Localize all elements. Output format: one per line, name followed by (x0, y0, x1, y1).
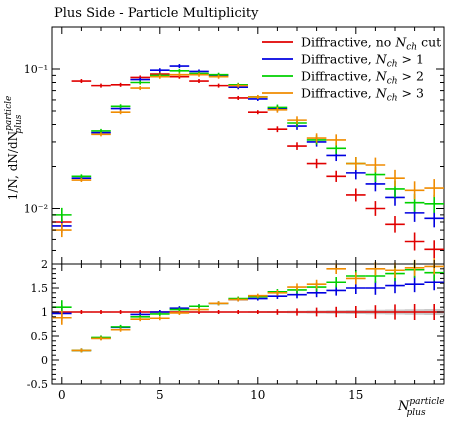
y-axis-label: 1/N, dN/dNparticleplus (4, 96, 24, 201)
y-tick-label: 10⁻¹ (24, 63, 48, 76)
ratio-y-tick-label: 0.5 (31, 330, 49, 343)
ratio-y-tick-label: 1.5 (31, 282, 49, 295)
ratio-y-tick-label: 0 (41, 354, 48, 367)
chart-title: Plus Side - Particle Multiplicity (54, 6, 259, 21)
ratio-panel-frame (51, 263, 445, 385)
x-tick-label: 5 (156, 388, 164, 402)
ratio-y-tick-label: 2 (41, 258, 48, 271)
ratio-panel (51, 263, 445, 385)
legend-label: Diffractive, no Nch cut (301, 35, 441, 53)
x-tick-label: 0 (58, 388, 66, 402)
x-tick-label: 10 (250, 388, 265, 402)
legend-label: Diffractive, Nch > 3 (301, 86, 424, 104)
x-axis-label: Nparticle plus (397, 397, 445, 418)
x-tick-label: 15 (348, 388, 363, 402)
ratio-y-tick-label: 1 (41, 306, 48, 319)
legend-label: Diffractive, Nch > 1 (301, 52, 424, 70)
legend-label: Diffractive, Nch > 2 (301, 69, 424, 87)
y-tick-label: 10⁻² (24, 202, 48, 215)
ratio-y-tick-label: -0.5 (27, 378, 48, 391)
